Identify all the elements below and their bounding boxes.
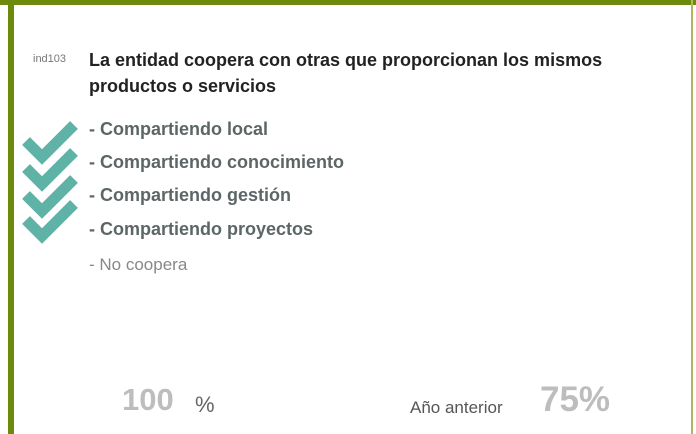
- result-value: 100: [122, 382, 174, 417]
- check-stroke: [22, 200, 78, 244]
- card-border-right: [691, 0, 693, 434]
- card-border-left: [8, 0, 14, 434]
- option-label: - Compartiendo local: [89, 119, 269, 139]
- check-stroke: [22, 148, 78, 192]
- card-border-top: [0, 0, 696, 5]
- previous-value: 75%: [540, 380, 611, 419]
- option-label: - Compartiendo gestión: [89, 185, 291, 205]
- indicator-code: ind103: [33, 53, 67, 65]
- previous-label: Año anterior: [410, 398, 503, 417]
- option-label: - Compartiendo proyectos: [89, 219, 314, 239]
- result-unit: %: [195, 392, 215, 417]
- check-icon: [22, 121, 78, 165]
- check-stroke: [22, 175, 78, 219]
- indicator-title: La entidad coopera con otras que proporc…: [89, 50, 603, 96]
- option-label: - No coopera: [89, 255, 188, 274]
- check-stroke: [22, 121, 78, 165]
- check-icon: [22, 175, 78, 219]
- check-icon: [22, 148, 78, 192]
- check-icon: [22, 200, 78, 244]
- option-label: - Compartiendo conocimiento: [89, 152, 345, 172]
